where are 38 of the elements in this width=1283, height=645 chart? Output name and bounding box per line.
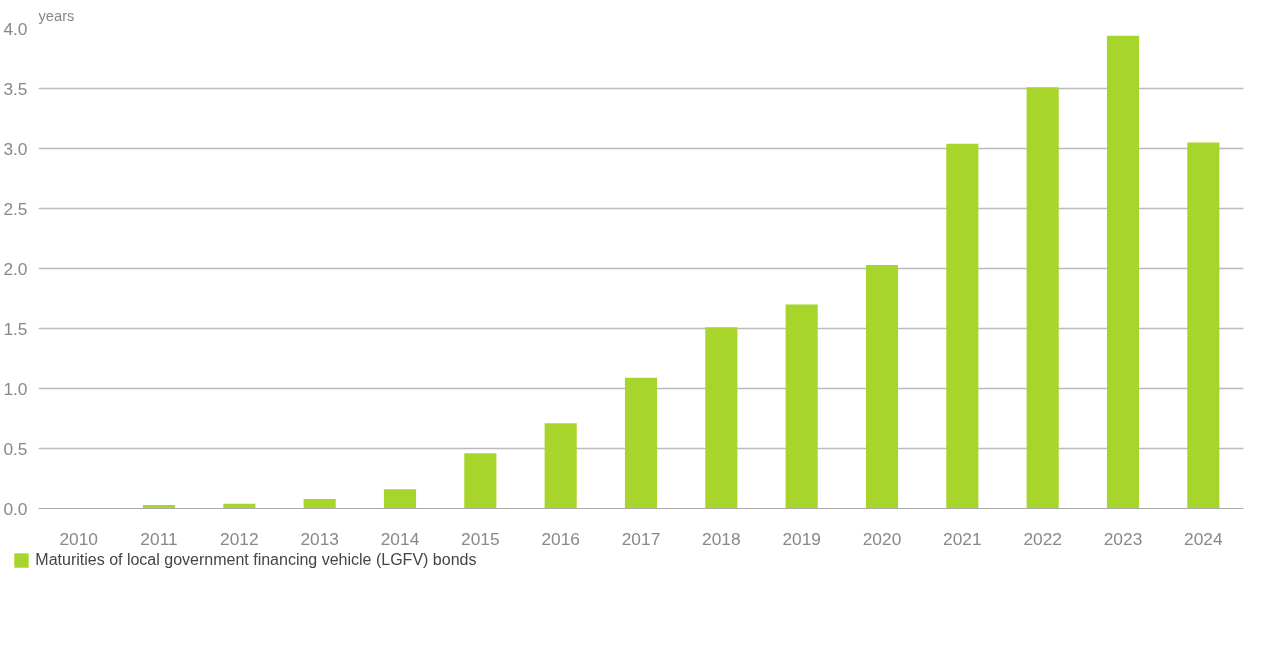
x-tick-label: 2018 (702, 528, 741, 549)
x-tick-label: 2019 (782, 528, 821, 549)
bar (383, 489, 417, 509)
x-tick-label: 2016 (541, 528, 580, 549)
bar (1187, 142, 1220, 509)
x-tick-label: 2017 (621, 528, 661, 549)
x-tick-label: 2015 (461, 528, 500, 549)
x-tick-label: 2011 (140, 528, 178, 549)
x-tick-label: 2024 (1184, 528, 1223, 549)
y-tick-label: 1.5 (3, 318, 28, 339)
y-tick-label: 3.0 (3, 138, 28, 159)
y-tick-label: 2.5 (3, 198, 28, 219)
x-tick-label: 2012 (220, 528, 259, 549)
bar (303, 498, 336, 509)
y-tick-label: 1.0 (3, 378, 28, 399)
bar (624, 377, 658, 509)
bar (705, 327, 738, 509)
x-tick-label: 2013 (300, 528, 339, 549)
x-tick-label: 2022 (1023, 528, 1062, 549)
bar (1026, 87, 1059, 509)
bar (865, 264, 899, 509)
y-axis-title: years (38, 7, 75, 24)
y-tick-label: 0.5 (3, 438, 28, 459)
y-tick-label: 0.0 (3, 498, 28, 519)
bar (785, 304, 818, 509)
bar (544, 423, 577, 509)
y-tick-label: 3.5 (3, 78, 28, 99)
x-tick-label: 2023 (1103, 528, 1143, 549)
x-tick-label: 2010 (59, 528, 98, 549)
x-tick-label: 2020 (862, 528, 902, 549)
bar (946, 143, 979, 509)
bar (1106, 35, 1140, 509)
y-tick-label: 4.0 (3, 18, 28, 39)
x-tick-label: 2014 (380, 528, 420, 549)
y-tick-label: 2.0 (3, 258, 28, 279)
x-tick-label: 2021 (943, 528, 982, 549)
legend-label: Maturities of local government financing vehicle (LGFV) bonds (35, 551, 477, 569)
bar (464, 453, 497, 509)
